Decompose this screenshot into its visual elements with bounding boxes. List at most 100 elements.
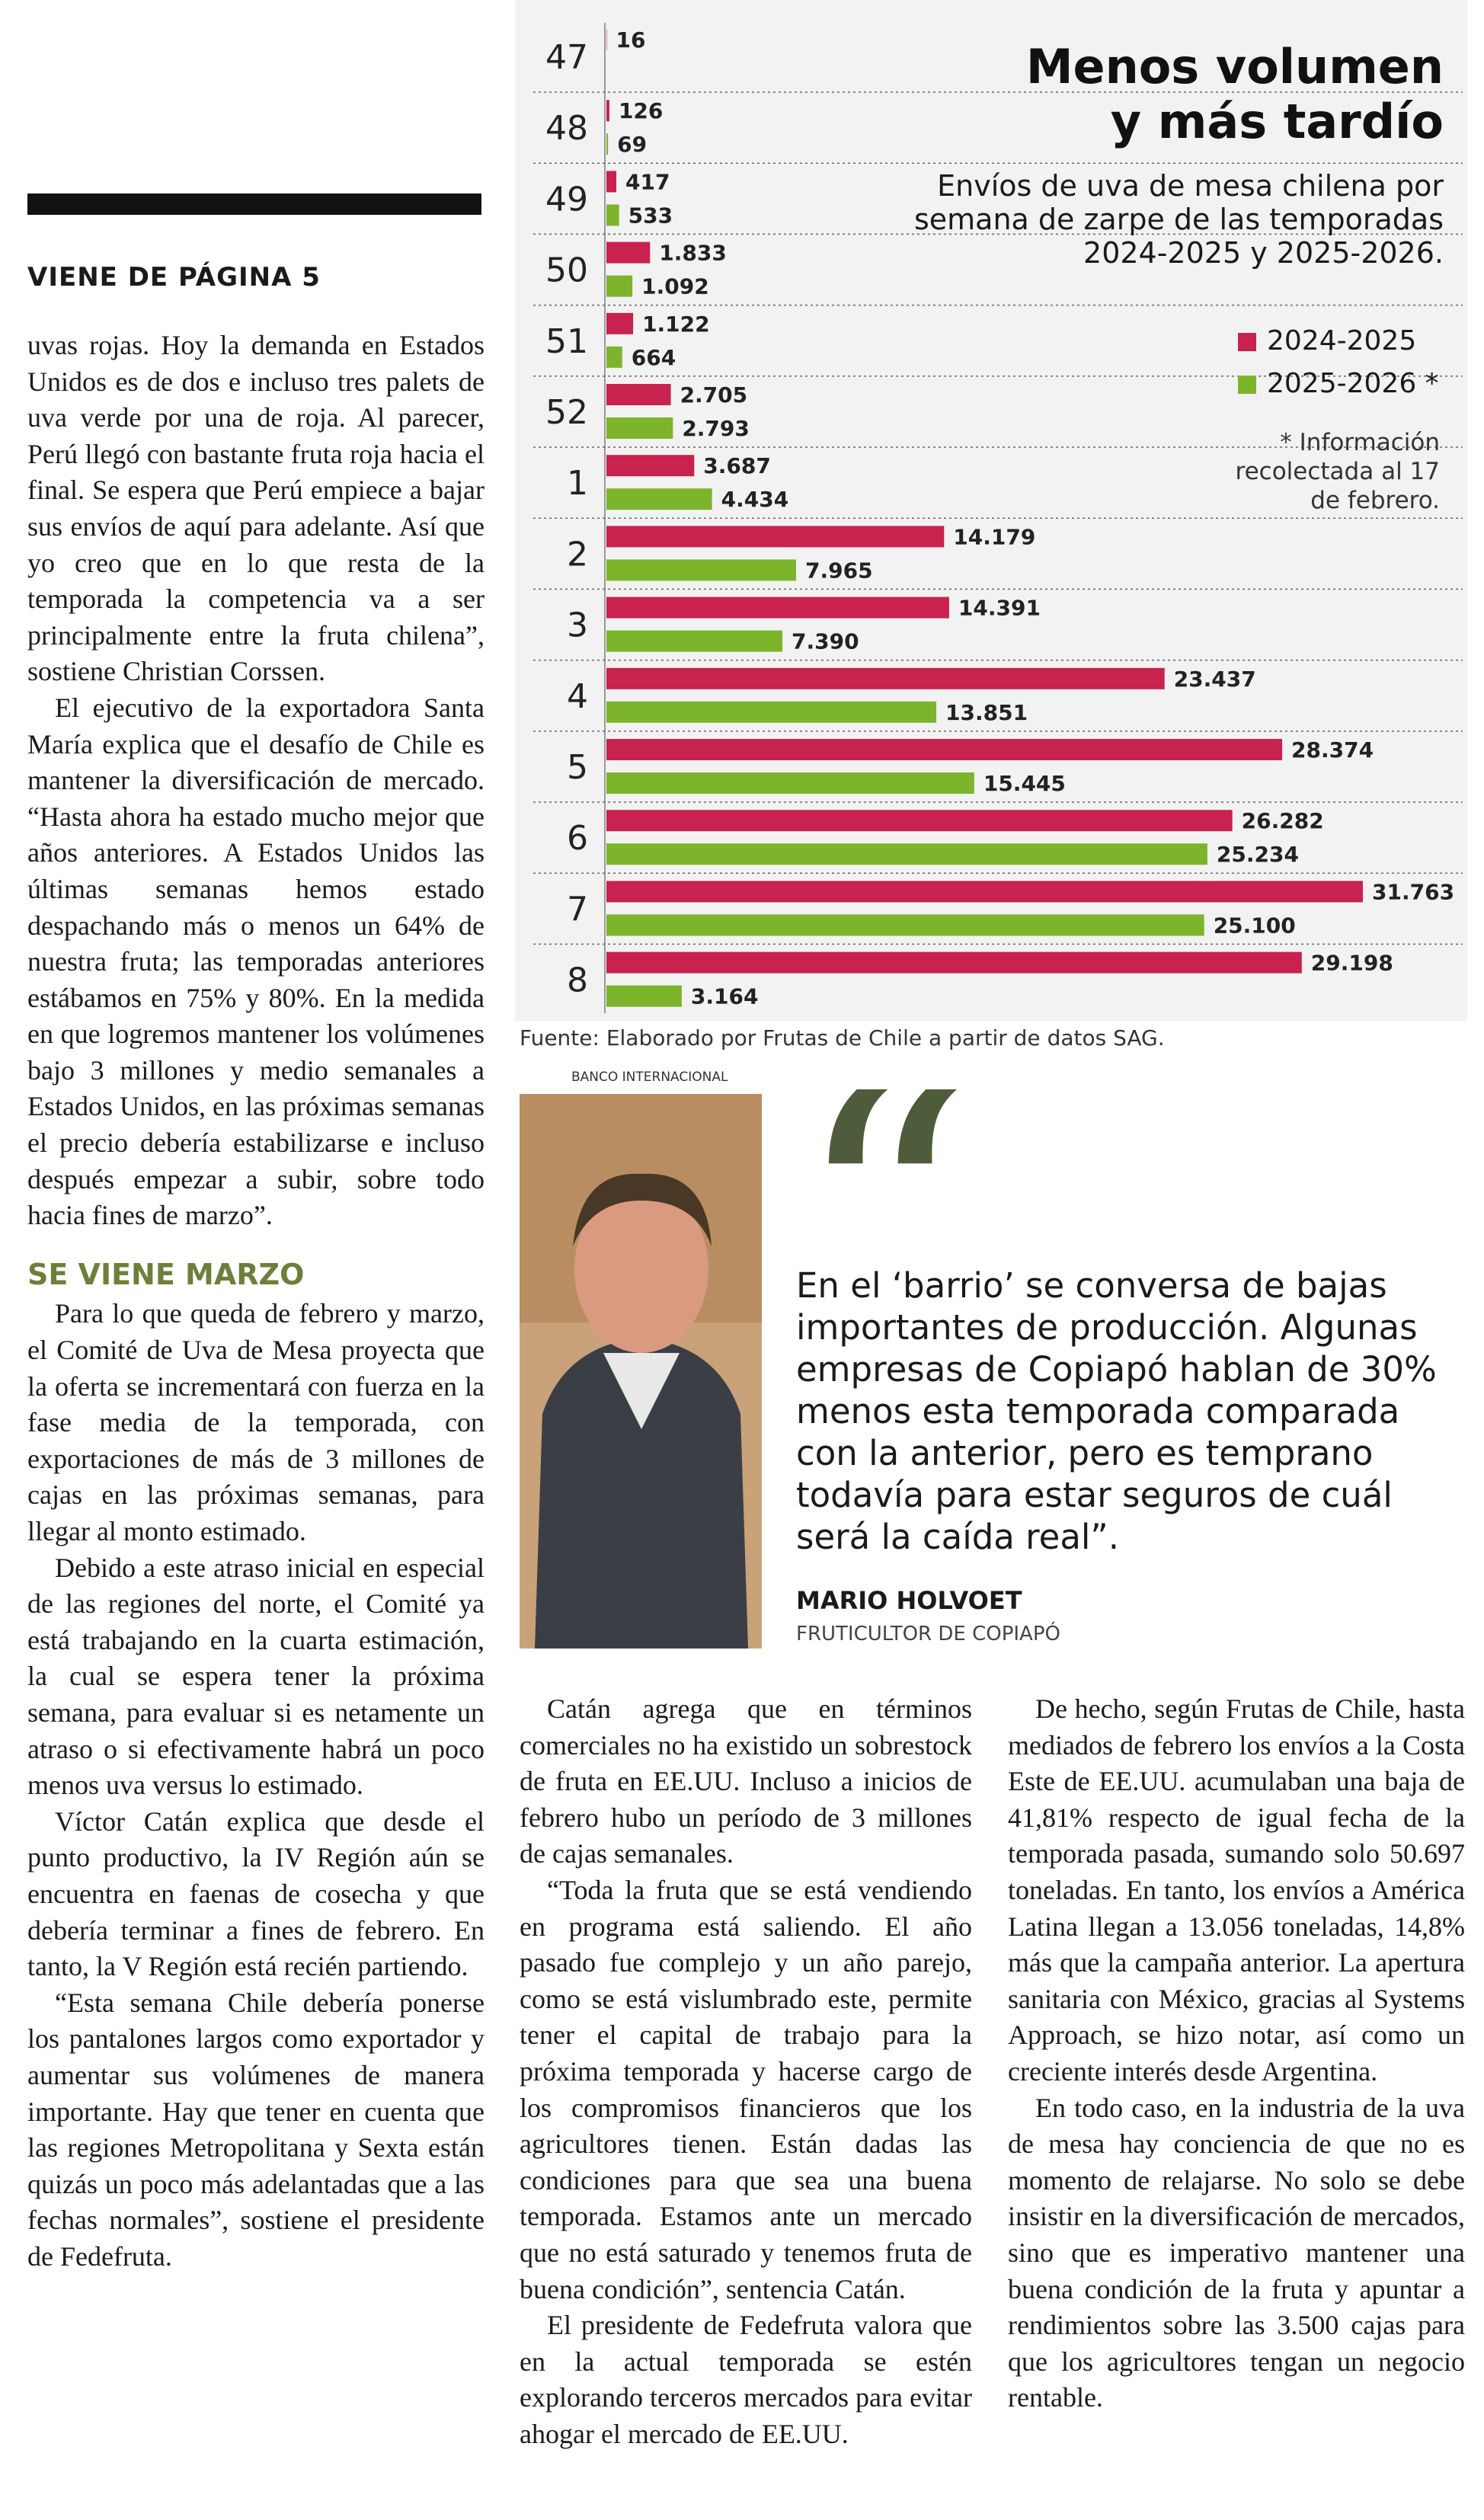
y-tick-label: 7 [567, 890, 588, 929]
y-tick-label: 3 [567, 606, 588, 645]
bar [606, 881, 1363, 903]
y-tick-label: 8 [567, 961, 588, 1000]
value-label: 14.179 [953, 524, 1035, 549]
legend-swatch [1238, 376, 1256, 394]
bar [606, 739, 1283, 760]
paragraph: Debido a este atraso inicial en especial… [27, 1552, 485, 1801]
y-tick-label: 50 [545, 251, 588, 290]
y-tick-label: 5 [567, 748, 588, 787]
section-rule [27, 193, 481, 215]
bar [606, 455, 695, 477]
paragraph: En todo caso, en la industria de la uva … [1008, 2092, 1465, 2413]
bar [606, 241, 651, 264]
bar [606, 630, 783, 652]
bar [606, 312, 634, 334]
paragraph: “Esta semana Chile debería ponerse los p… [27, 1987, 485, 2272]
chart-subtitle: Envíos de uva de mesa chilena por semana… [913, 169, 1444, 270]
bar [606, 29, 607, 50]
bar [606, 985, 682, 1007]
photo-face [574, 1185, 708, 1353]
value-label: 31.763 [1372, 879, 1454, 904]
value-label: 1.122 [642, 312, 710, 337]
value-label: 3.687 [703, 453, 771, 478]
paragraph: Para lo que queda de febrero y marzo, el… [27, 1298, 485, 1546]
value-label: 7.390 [792, 629, 859, 654]
bar [606, 667, 1165, 689]
value-label: 29.198 [1311, 951, 1393, 976]
quote-text: En el ‘barrio’ se conversa de bajas impo… [796, 1265, 1437, 1557]
bar [606, 914, 1204, 936]
value-label: 25.100 [1214, 913, 1296, 938]
bar [606, 204, 619, 226]
value-label: 3.164 [691, 984, 759, 1009]
value-label: 25.234 [1217, 842, 1299, 867]
y-tick-label: 49 [545, 180, 588, 219]
value-label: 1.833 [659, 241, 727, 266]
y-tick-label: 48 [545, 109, 588, 148]
value-label: 14.391 [958, 596, 1041, 621]
value-label: 533 [628, 203, 673, 228]
bar [606, 384, 671, 405]
bar [606, 596, 949, 619]
photo-hair [573, 1173, 712, 1246]
chart-source: Fuente: Elaborado por Frutas de Chile a … [520, 1025, 1165, 1051]
value-label: 13.851 [945, 700, 1028, 725]
bar [606, 810, 1233, 832]
bar [606, 417, 673, 439]
value-label: 126 [619, 98, 663, 123]
photo-credit: BANCO INTERNACIONAL [571, 1070, 728, 1085]
quote-glyph: “ [792, 1089, 975, 1249]
quote-name: MARIO HOLVOET [796, 1586, 1022, 1615]
bar [606, 951, 1302, 974]
column-2: Catán agrega que en términos comerciales… [520, 1691, 972, 2452]
paragraph: “Toda la fruta que se está vendiendo en … [520, 1874, 972, 2304]
photo-shirt [603, 1353, 680, 1429]
legend-label: 2025-2026 * [1267, 368, 1439, 399]
legend-swatch [1238, 333, 1256, 351]
value-label: 23.437 [1174, 667, 1256, 692]
legend-label: 2024-2025 [1267, 325, 1417, 357]
quote-mark: “ [792, 1089, 975, 1249]
bar [606, 100, 609, 122]
bar [606, 843, 1207, 865]
value-label: 417 [625, 169, 670, 194]
bar [606, 701, 937, 723]
column-3: De hecho, según Frutas de Chile, hasta m… [1008, 1691, 1465, 2416]
value-label: 2.793 [682, 416, 750, 441]
quote-role: FRUTICULTOR DE COPIAPÓ [796, 1623, 1060, 1645]
y-tick-label: 51 [545, 322, 588, 361]
legend-entry: 2024-2025 [1238, 320, 1439, 363]
value-label: 7.965 [805, 558, 873, 583]
paragraph: El ejecutivo de la exportadora Santa Mar… [27, 692, 485, 1231]
value-label: 69 [617, 132, 647, 157]
subheading: SE VIENE MARZO [27, 1257, 305, 1291]
value-label: 16 [616, 27, 646, 53]
paragraph: De hecho, según Frutas de Chile, hasta m… [1008, 1693, 1465, 2087]
y-tick-label: 47 [545, 38, 588, 77]
paragraph: uvas rojas. Hoy la demanda en Estados Un… [27, 330, 485, 687]
paragraph: Víctor Catán explica que desde el punto … [27, 1805, 485, 1982]
value-label: 1.092 [641, 274, 709, 299]
value-label: 2.705 [680, 382, 748, 408]
y-tick-label: 1 [567, 464, 588, 503]
bar [606, 772, 974, 794]
value-label: 15.445 [983, 771, 1066, 796]
bar [606, 275, 633, 297]
bar [606, 133, 609, 155]
y-tick-label: 4 [567, 677, 588, 716]
y-tick-label: 52 [545, 393, 588, 432]
chart-title: Menos volumen y más tardío [1025, 39, 1444, 149]
chart-note: * Información recolectada al 17 de febre… [1235, 429, 1440, 514]
value-label: 4.434 [721, 487, 789, 512]
paragraph: Catán agrega que en términos comerciales… [520, 1693, 972, 1869]
y-tick-label: 6 [567, 819, 588, 858]
bar [606, 526, 945, 548]
column-1: uvas rojas. Hoy la demanda en Estados Un… [27, 328, 485, 2275]
bar [606, 559, 797, 581]
bar [606, 171, 617, 193]
legend-entry: 2025-2026 * [1238, 363, 1439, 405]
bar [606, 488, 712, 510]
